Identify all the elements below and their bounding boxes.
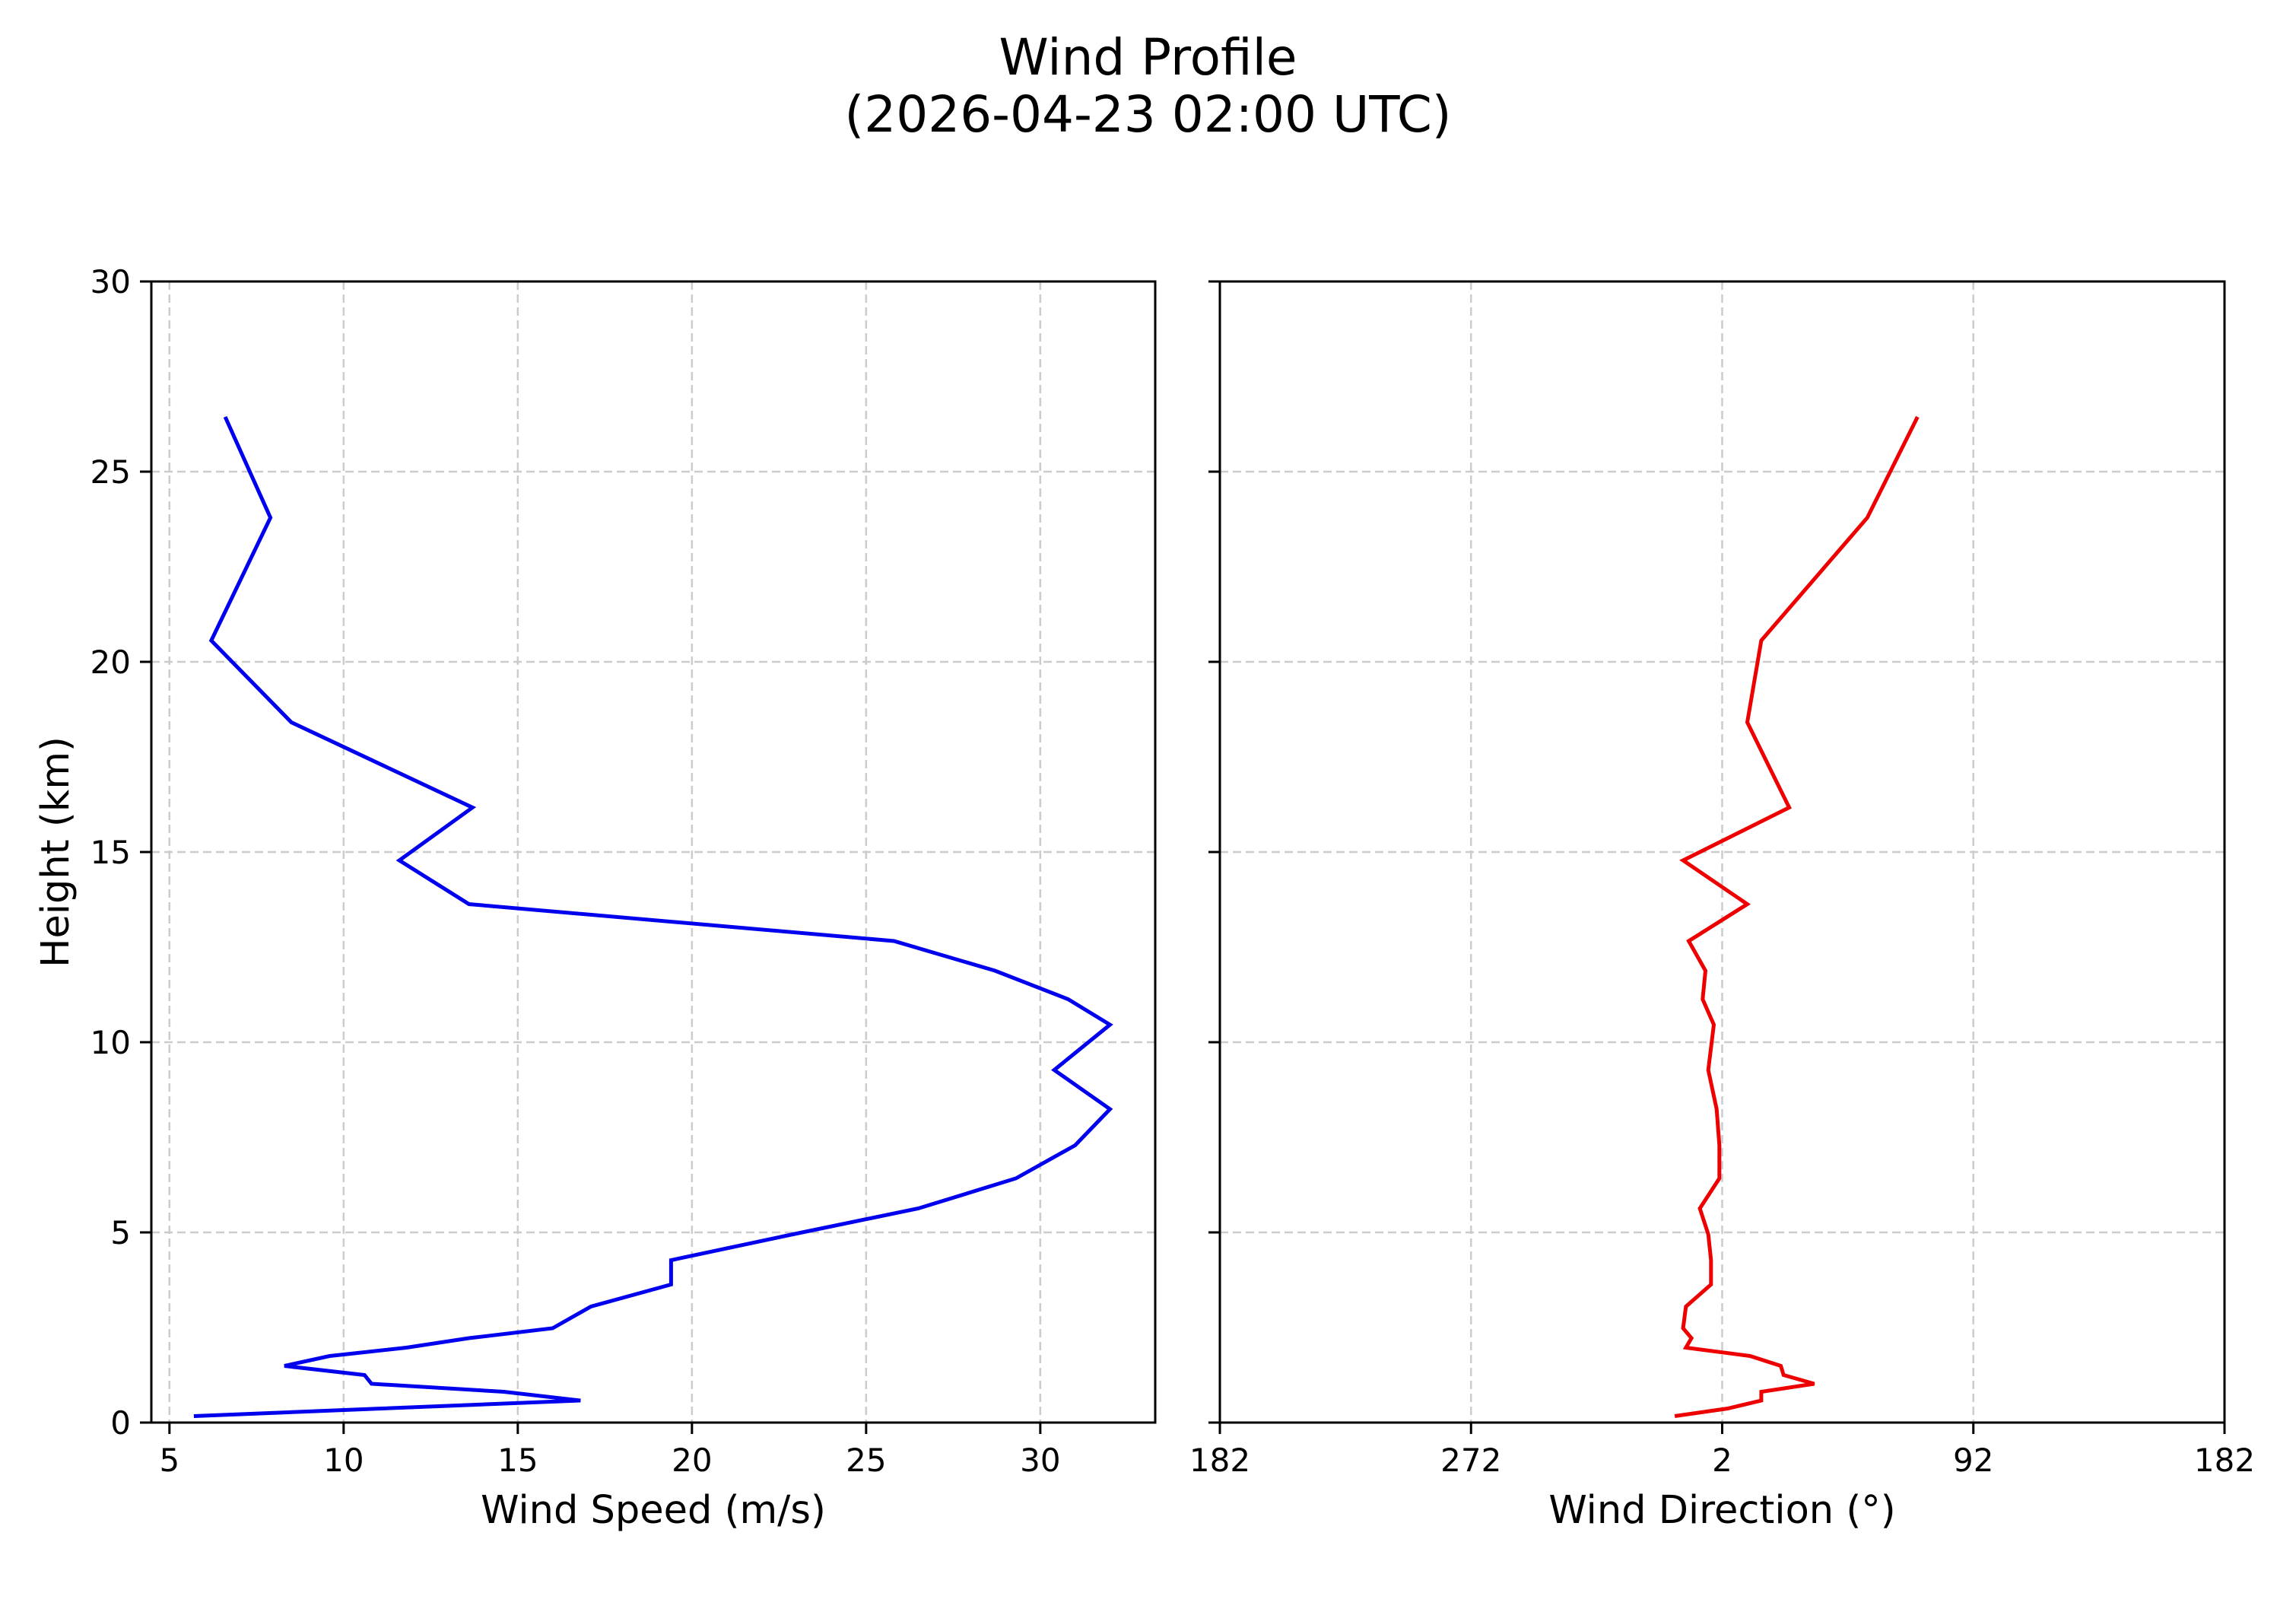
x-tick-label: 182 xyxy=(2194,1442,2255,1479)
figure-title: Wind Profile (2026-04-23 02:00 UTC) xyxy=(0,29,2296,143)
x-tick-label: 92 xyxy=(1953,1442,1993,1479)
wind-direction-line xyxy=(1674,415,1920,1418)
x-tick-label: 182 xyxy=(1189,1442,1250,1479)
wind-direction-axes: 182 272 2 92 182 Wind Direction (°) xyxy=(1189,280,2255,1533)
y-tick-label: 10 xyxy=(91,1024,131,1061)
wind-direction-grid xyxy=(1220,281,2225,1423)
wind-speed-line xyxy=(193,415,1113,1418)
x-tick-label: 30 xyxy=(1020,1442,1060,1479)
title-line-1: Wind Profile xyxy=(999,28,1297,87)
x-tick-label: 25 xyxy=(846,1442,886,1479)
x-tick-label: 20 xyxy=(672,1442,712,1479)
x-tick-label: 2 xyxy=(1712,1442,1732,1479)
y-axis-label-height: Height (km) xyxy=(33,736,78,968)
y-tick-label: 20 xyxy=(91,644,131,681)
y-tick-label: 5 xyxy=(110,1214,131,1251)
title-line-2: (2026-04-23 02:00 UTC) xyxy=(844,85,1452,144)
x-tick-label: 5 xyxy=(159,1442,179,1479)
x-tick-label: 15 xyxy=(497,1442,538,1479)
x-axis-label-direction: Wind Direction (°) xyxy=(1548,1488,1895,1533)
y-tick-label: 25 xyxy=(91,453,131,491)
wind-speed-grid xyxy=(151,281,1155,1423)
x-tick-label: 10 xyxy=(323,1442,364,1479)
wind-direction-ticks: 182 272 2 92 182 xyxy=(1189,280,2255,1479)
y-tick-label: 0 xyxy=(110,1404,131,1442)
y-tick-label: 30 xyxy=(91,263,131,300)
x-axis-label-speed: Wind Speed (m/s) xyxy=(481,1488,826,1533)
x-tick-label: 272 xyxy=(1440,1442,1501,1479)
y-tick-label: 15 xyxy=(91,834,131,871)
